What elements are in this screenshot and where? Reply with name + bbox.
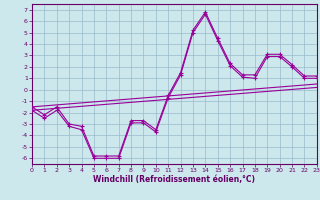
X-axis label: Windchill (Refroidissement éolien,°C): Windchill (Refroidissement éolien,°C)	[93, 175, 255, 184]
